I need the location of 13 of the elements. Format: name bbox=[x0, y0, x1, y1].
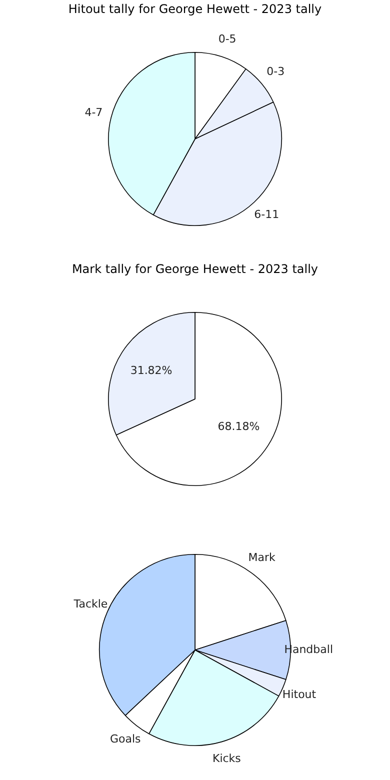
slice-label: 6-11 bbox=[254, 208, 280, 222]
chart-title: Mark tally for George Hewett - 2023 tally bbox=[70, 261, 320, 278]
slice-label: Goals bbox=[110, 732, 142, 746]
slice-label: 0-3 bbox=[266, 65, 285, 78]
slice-label: 0-5 bbox=[218, 32, 236, 46]
data-label: 68.18% bbox=[218, 420, 260, 433]
slice-label: 4-7 bbox=[84, 106, 103, 119]
data-label: 31.82% bbox=[130, 364, 172, 377]
slice-label: Tackle bbox=[72, 598, 108, 611]
slice-label: Mark bbox=[248, 550, 276, 564]
slice-label: Hitout bbox=[282, 688, 317, 701]
slice-label: Kicks bbox=[212, 752, 242, 765]
chart-title: Hitout tally for George Hewett - 2023 tally bbox=[67, 1, 323, 18]
